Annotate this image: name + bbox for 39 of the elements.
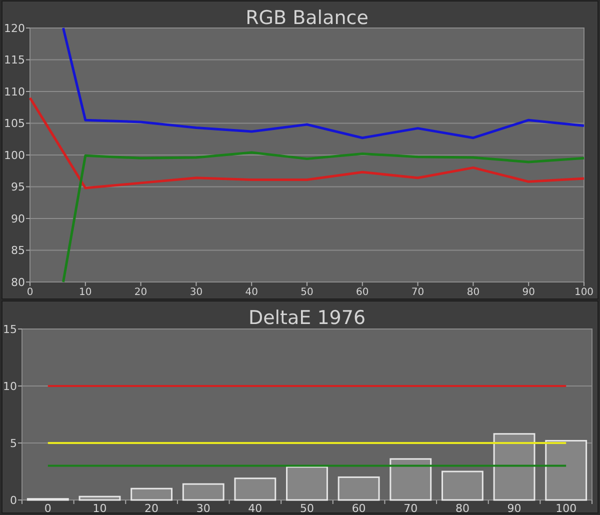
x-tick-label: 60	[352, 502, 366, 515]
y-tick-label: 100	[4, 148, 25, 162]
line-series	[62, 151, 586, 284]
x-tick-label: 90	[522, 287, 535, 298]
x-tick-label: 0	[26, 287, 34, 298]
chart-title: RGB Balance	[246, 7, 368, 29]
x-tick-label: 20	[134, 287, 148, 298]
x-tick-label: 80	[466, 287, 480, 298]
y-tick-label: 15	[3, 322, 17, 336]
x-tick-label: 40	[248, 502, 262, 515]
x-tick-label: 80	[455, 502, 470, 515]
y-tick-label: 80	[11, 276, 25, 289]
line-series	[62, 26, 586, 140]
x-tick-label: 60	[356, 287, 369, 298]
y-tick-label: 85	[11, 244, 25, 258]
y-tick-label: 10	[3, 380, 17, 393]
x-tick-label: 10	[92, 502, 107, 515]
y-tick-label: 5	[10, 436, 17, 450]
y-tick-label: 105	[4, 117, 25, 130]
x-tick-label: 0	[44, 502, 52, 515]
y-tick-label: 110	[4, 85, 25, 98]
x-tick-label: 70	[411, 287, 424, 298]
y-tick-label: 90	[11, 212, 25, 226]
line-series	[28, 96, 586, 190]
chart-title: DeltaE 1976	[248, 307, 366, 329]
x-tick-label: 90	[507, 502, 522, 515]
y-tick-label: 115	[4, 54, 25, 67]
x-tick-label: 30	[190, 287, 203, 298]
x-tick-label: 20	[144, 502, 159, 515]
x-tick-label: 30	[196, 502, 210, 515]
x-tick-label: 100	[556, 502, 577, 515]
x-tick-label: 100	[574, 287, 594, 298]
x-tick-label: 40	[245, 287, 258, 298]
x-tick-label: 50	[300, 502, 314, 515]
x-tick-label: 70	[404, 502, 418, 515]
y-tick-label: 120	[4, 22, 25, 35]
x-tick-label: 10	[79, 287, 92, 298]
x-tick-label: 50	[300, 287, 314, 298]
y-tick-label: 95	[11, 180, 25, 194]
